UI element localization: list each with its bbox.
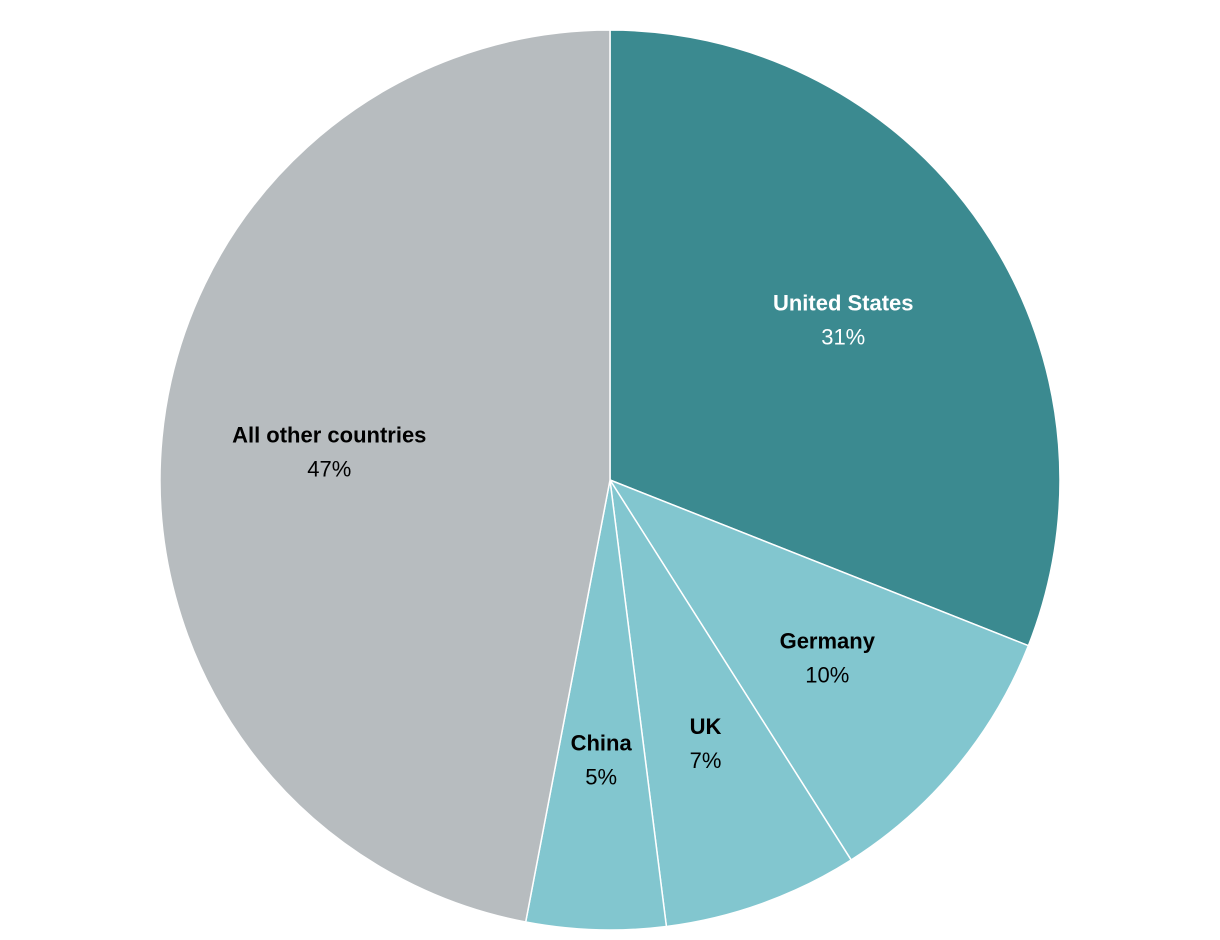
slice-value-label: 47% [307, 456, 351, 481]
slice-label: UK [690, 714, 722, 739]
slice-value-label: 5% [585, 765, 617, 790]
slice-value-label: 31% [821, 324, 865, 349]
slice-label: United States [773, 290, 914, 315]
pie-slice [608, 478, 1030, 861]
slice-value-label: 10% [805, 663, 849, 688]
slice-label: All other countries [232, 422, 426, 447]
slice-label: China [571, 731, 633, 756]
pie-slice [609, 29, 1061, 647]
slice-value-label: 7% [690, 748, 722, 773]
pie-slice [159, 29, 611, 923]
pie-slice [609, 479, 853, 928]
slice-label: Germany [780, 629, 876, 654]
